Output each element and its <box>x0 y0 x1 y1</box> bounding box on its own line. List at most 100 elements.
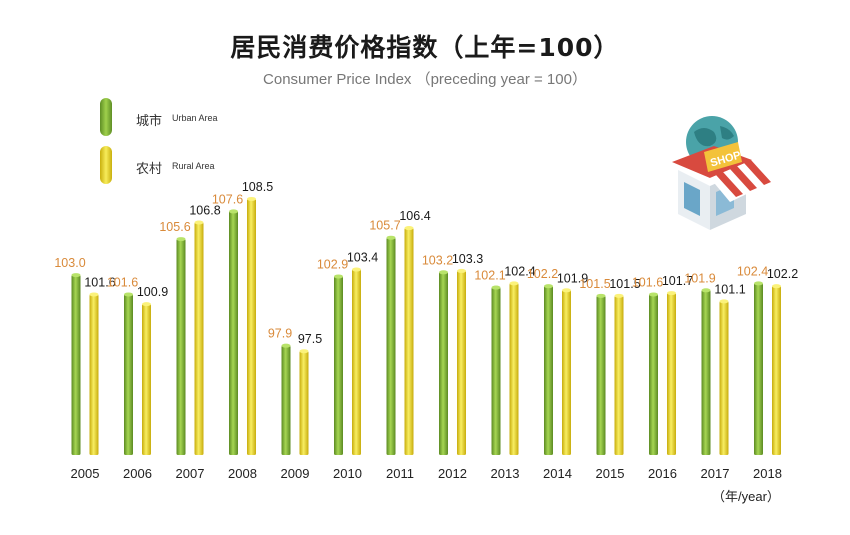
data-label-urban-2011: 105.7 <box>369 219 400 233</box>
data-label-urban-2007: 105.6 <box>159 220 190 234</box>
bar-rural-2009 <box>299 351 309 455</box>
bar-urban-2009 <box>281 345 291 455</box>
legend-label-urban-en: Urban Area <box>172 113 218 123</box>
bar-cap-rural-2014 <box>562 288 571 293</box>
legend-swatch-rural <box>100 146 112 184</box>
bar-urban-2016 <box>649 294 658 455</box>
data-label-urban-2015: 101.5 <box>579 277 610 291</box>
data-label-rural-2016: 101.7 <box>662 274 693 288</box>
bar-rural-2015 <box>614 295 624 455</box>
bar-rural-2014 <box>562 290 571 455</box>
data-label-urban-2005: 103.0 <box>54 256 85 270</box>
bar-cap-urban-2012 <box>439 270 448 275</box>
data-label-rural-2012: 103.3 <box>452 252 483 266</box>
bar-urban-2012 <box>439 272 448 455</box>
bar-urban-2010 <box>334 276 343 455</box>
bar-rural-2007 <box>194 222 204 455</box>
x-tick-label-2016: 2016 <box>648 466 677 481</box>
data-label-rural-2014: 101.9 <box>557 271 588 285</box>
data-label-urban-2014: 102.2 <box>527 267 558 281</box>
bar-cap-rural-2011 <box>404 226 414 231</box>
bar-rural-2018 <box>772 286 781 455</box>
data-label-urban-2017: 101.9 <box>684 271 715 285</box>
chart-title: 居民消费价格指数（上年=100） <box>230 33 620 62</box>
x-tick-label-2013: 2013 <box>491 466 520 481</box>
data-label-rural-2009: 97.5 <box>298 332 322 346</box>
bar-cap-rural-2007 <box>194 220 204 225</box>
bar-cap-rural-2015 <box>614 293 624 298</box>
bar-urban-2018 <box>754 283 763 455</box>
data-label-urban-2018: 102.4 <box>737 264 768 278</box>
data-label-urban-2012: 103.2 <box>422 253 453 267</box>
bar-cap-urban-2016 <box>649 292 658 297</box>
data-label-rural-2013: 102.4 <box>504 264 535 278</box>
bar-cap-urban-2010 <box>334 274 343 279</box>
bar-urban-2015 <box>596 295 606 455</box>
bar-cap-urban-2011 <box>386 235 396 240</box>
bar-urban-2005 <box>71 275 81 455</box>
legend-label-rural-en: Rural Area <box>172 161 215 171</box>
bar-rural-2005 <box>89 294 99 455</box>
bar-cap-rural-2008 <box>247 196 256 201</box>
bar-rural-2012 <box>457 270 466 455</box>
bar-cap-urban-2013 <box>491 285 501 290</box>
data-label-urban-2006: 101.6 <box>107 275 138 289</box>
shop-icon: SHOP <box>672 116 772 230</box>
data-label-urban-2016: 101.6 <box>632 275 663 289</box>
x-tick-label-2011: 2011 <box>386 466 414 481</box>
data-label-urban-2010: 102.9 <box>317 257 348 271</box>
bar-cap-rural-2016 <box>667 291 676 296</box>
x-tick-label-2008: 2008 <box>228 466 257 481</box>
bar-cap-urban-2015 <box>596 293 606 298</box>
bar-urban-2014 <box>544 286 553 455</box>
data-label-rural-2008: 108.5 <box>242 180 273 194</box>
chart-subtitle: Consumer Price Index （preceding year = 1… <box>263 71 587 88</box>
data-label-urban-2009: 97.9 <box>268 327 292 341</box>
bar-cap-urban-2006 <box>124 292 133 297</box>
data-label-rural-2011: 106.4 <box>399 209 430 223</box>
bar-cap-urban-2008 <box>229 209 238 214</box>
x-tick-label-2005: 2005 <box>71 466 100 481</box>
bar-cap-urban-2014 <box>544 284 553 289</box>
data-label-urban-2008: 107.6 <box>212 192 243 206</box>
bar-cap-urban-2018 <box>754 281 763 286</box>
x-tick-label-2006: 2006 <box>123 466 152 481</box>
data-label-rural-2007: 106.8 <box>189 203 220 217</box>
bar-urban-2007 <box>176 239 186 455</box>
x-axis-unit-label: （年/year） <box>712 489 780 504</box>
bar-rural-2013 <box>509 283 519 455</box>
bar-urban-2008 <box>229 211 238 455</box>
legend-label-urban-cn: 城市 <box>136 114 163 129</box>
bar-cap-rural-2018 <box>772 284 781 289</box>
bar-rural-2017 <box>719 301 729 455</box>
bar-cap-urban-2009 <box>281 343 291 348</box>
x-tick-label-2012: 2012 <box>438 466 467 481</box>
data-label-rural-2018: 102.2 <box>767 267 798 281</box>
bar-urban-2011 <box>386 237 396 455</box>
x-tick-label-2010: 2010 <box>333 466 362 481</box>
bar-rural-2006 <box>142 304 151 455</box>
bar-cap-urban-2017 <box>701 288 711 293</box>
data-label-rural-2006: 100.9 <box>137 285 168 299</box>
bar-urban-2006 <box>124 294 133 455</box>
legend-swatch-urban <box>100 98 112 136</box>
x-tick-label-2017: 2017 <box>701 466 730 481</box>
x-tick-label-2007: 2007 <box>176 466 205 481</box>
bar-cap-rural-2012 <box>457 268 466 273</box>
bar-cap-urban-2005 <box>71 273 81 278</box>
bar-cap-rural-2010 <box>352 267 361 272</box>
legend-label-rural-cn: 农村 <box>136 162 163 177</box>
data-label-rural-2010: 103.4 <box>347 251 378 265</box>
bar-rural-2011 <box>404 228 414 455</box>
bar-cap-rural-2005 <box>89 292 99 297</box>
bar-cap-urban-2007 <box>176 237 186 242</box>
bar-rural-2008 <box>247 198 256 455</box>
bar-rural-2010 <box>352 269 361 455</box>
bar-cap-rural-2017 <box>719 299 729 304</box>
data-label-rural-2005: 101.6 <box>84 275 115 289</box>
bar-urban-2013 <box>491 287 501 455</box>
bar-cap-rural-2013 <box>509 281 519 286</box>
bar-cap-rural-2009 <box>299 349 309 354</box>
bar-rural-2016 <box>667 293 676 455</box>
x-tick-label-2015: 2015 <box>596 466 625 481</box>
